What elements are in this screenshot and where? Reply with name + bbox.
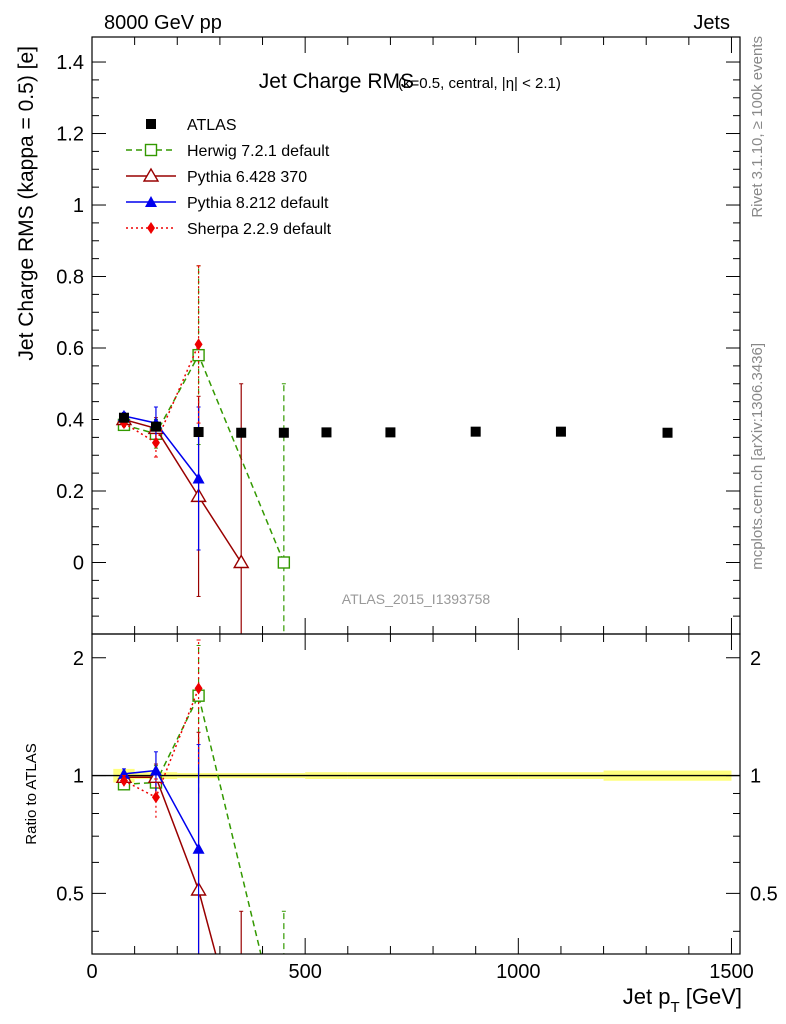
ratio-data-point bbox=[151, 791, 160, 804]
series-pythia-6-428-370 bbox=[115, 383, 250, 634]
y-axis-label: Jet Charge RMS (kappa = 0.5) [e] bbox=[15, 46, 38, 361]
x-axis-label-subscript: T bbox=[670, 999, 679, 1016]
x-tick-label: 0 bbox=[86, 961, 97, 983]
plot-subtitle: (κ=0.5, central, |η| < 2.1) bbox=[398, 75, 561, 92]
legend-label: Sherpa 2.2.9 default bbox=[187, 221, 332, 238]
header-energy-label: 8000 GeV pp bbox=[104, 12, 222, 34]
data-point bbox=[278, 427, 289, 438]
series-line bbox=[123, 418, 242, 563]
ratio-y-tick-label-right: 2 bbox=[750, 648, 761, 670]
legend-label: Pythia 6.428 370 bbox=[187, 169, 307, 186]
data-point bbox=[151, 436, 160, 449]
data-point bbox=[385, 427, 396, 438]
main-y-tick-label: 0.8 bbox=[56, 267, 84, 289]
ratio-data-point bbox=[117, 767, 130, 779]
legend-marker bbox=[147, 222, 155, 234]
ratio-uncertainty-band bbox=[92, 768, 740, 783]
ratio-series-pythia-8-212-default bbox=[117, 744, 205, 954]
x-axis-label-main: Jet p bbox=[623, 984, 671, 1009]
mcplots-credit-label: mcplots.cern.ch [arXiv:1306.3436] bbox=[749, 343, 766, 570]
x-tick-label: 500 bbox=[288, 961, 321, 983]
legend-entry-sherpa-2-2-9-default: Sherpa 2.2.9 default bbox=[126, 221, 332, 238]
data-point bbox=[232, 554, 250, 569]
x-axis-label: Jet pT [GeV] bbox=[623, 984, 742, 1016]
main-y-tick-label: 0.6 bbox=[56, 338, 84, 360]
legend-label: Herwig 7.2.1 default bbox=[187, 143, 330, 160]
data-point bbox=[194, 338, 203, 351]
data-point bbox=[236, 427, 247, 438]
ratio-data-point bbox=[149, 764, 162, 776]
ratio-y-axis-label: Ratio to ATLAS bbox=[23, 743, 40, 844]
data-point bbox=[555, 426, 566, 437]
ratio-data-point bbox=[194, 682, 203, 695]
data-point bbox=[470, 426, 481, 437]
ratio-data-point bbox=[119, 774, 128, 787]
ratio-series-sherpa-2-2-9-default bbox=[119, 639, 203, 818]
ratio-series-line bbox=[123, 776, 217, 954]
main-series-layer bbox=[115, 265, 673, 634]
legend: ATLAS Herwig 7.2.1 default Pythia 6.428 37… bbox=[126, 117, 332, 238]
legend-entry-herwig-7-2-1-default: Herwig 7.2.1 default bbox=[126, 143, 330, 160]
rivet-version-label: Rivet 3.1.10, ≥ 100k events bbox=[749, 36, 766, 218]
main-y-tick-label: 0 bbox=[73, 553, 84, 575]
header-process-label: Jets bbox=[693, 12, 730, 34]
ratio-y-tick-label-left: 2 bbox=[73, 648, 84, 670]
plot-title: Jet Charge RMS bbox=[259, 70, 414, 93]
ratio-series-line bbox=[123, 693, 262, 954]
x-tick-label: 1500 bbox=[709, 961, 754, 983]
ratio-series-layer bbox=[115, 639, 286, 954]
data-point bbox=[193, 427, 204, 438]
ratio-series-herwig-7-2-1-default bbox=[117, 644, 286, 954]
ratio-data-point bbox=[192, 842, 205, 854]
series-line bbox=[123, 353, 285, 563]
x-tick-label: 1000 bbox=[496, 961, 541, 983]
data-point bbox=[192, 472, 205, 484]
series-atlas bbox=[118, 412, 673, 438]
data-point bbox=[662, 427, 673, 438]
data-point bbox=[321, 427, 332, 438]
analysis-watermark: ATLAS_2015_I1393758 bbox=[342, 591, 491, 607]
main-y-tick-label: 0.2 bbox=[56, 481, 84, 503]
legend-marker bbox=[145, 196, 157, 207]
series-sherpa-2-2-9-default bbox=[119, 265, 203, 458]
data-point bbox=[277, 556, 291, 569]
ratio-y-tick-label-left: 0.5 bbox=[56, 883, 84, 905]
legend-label: ATLAS bbox=[187, 117, 237, 134]
main-y-tick-label: 1 bbox=[73, 195, 84, 217]
main-y-tick-label: 1.2 bbox=[56, 124, 84, 146]
data-point bbox=[118, 412, 129, 423]
ratio-plot-frame bbox=[91, 633, 741, 955]
ratio-y-tick-label-right: 1 bbox=[750, 766, 761, 788]
axis-ticks: 0 0.2 0.4 0.6 0.8 1 1.2 1.4 0 500 1000 1500 0.5 0.5 1 1… bbox=[56, 37, 778, 983]
data-point bbox=[150, 421, 161, 432]
ratio-y-tick-label-left: 1 bbox=[73, 766, 84, 788]
legend-marker bbox=[146, 119, 156, 129]
legend-marker bbox=[142, 167, 160, 182]
legend-entry-pythia-8-212-default: Pythia 8.212 default bbox=[126, 195, 329, 212]
main-y-tick-label: 1.4 bbox=[56, 52, 84, 74]
legend-entry-atlas: ATLAS bbox=[146, 117, 237, 134]
legend-entry-pythia-6-428-370: Pythia 6.428 370 bbox=[126, 167, 307, 186]
ratio-y-tick-label-right: 0.5 bbox=[750, 883, 778, 905]
x-axis-label-unit: [GeV] bbox=[680, 984, 742, 1009]
legend-marker bbox=[144, 143, 158, 157]
legend-label: Pythia 8.212 default bbox=[187, 195, 329, 212]
main-y-tick-label: 0.4 bbox=[56, 410, 84, 432]
